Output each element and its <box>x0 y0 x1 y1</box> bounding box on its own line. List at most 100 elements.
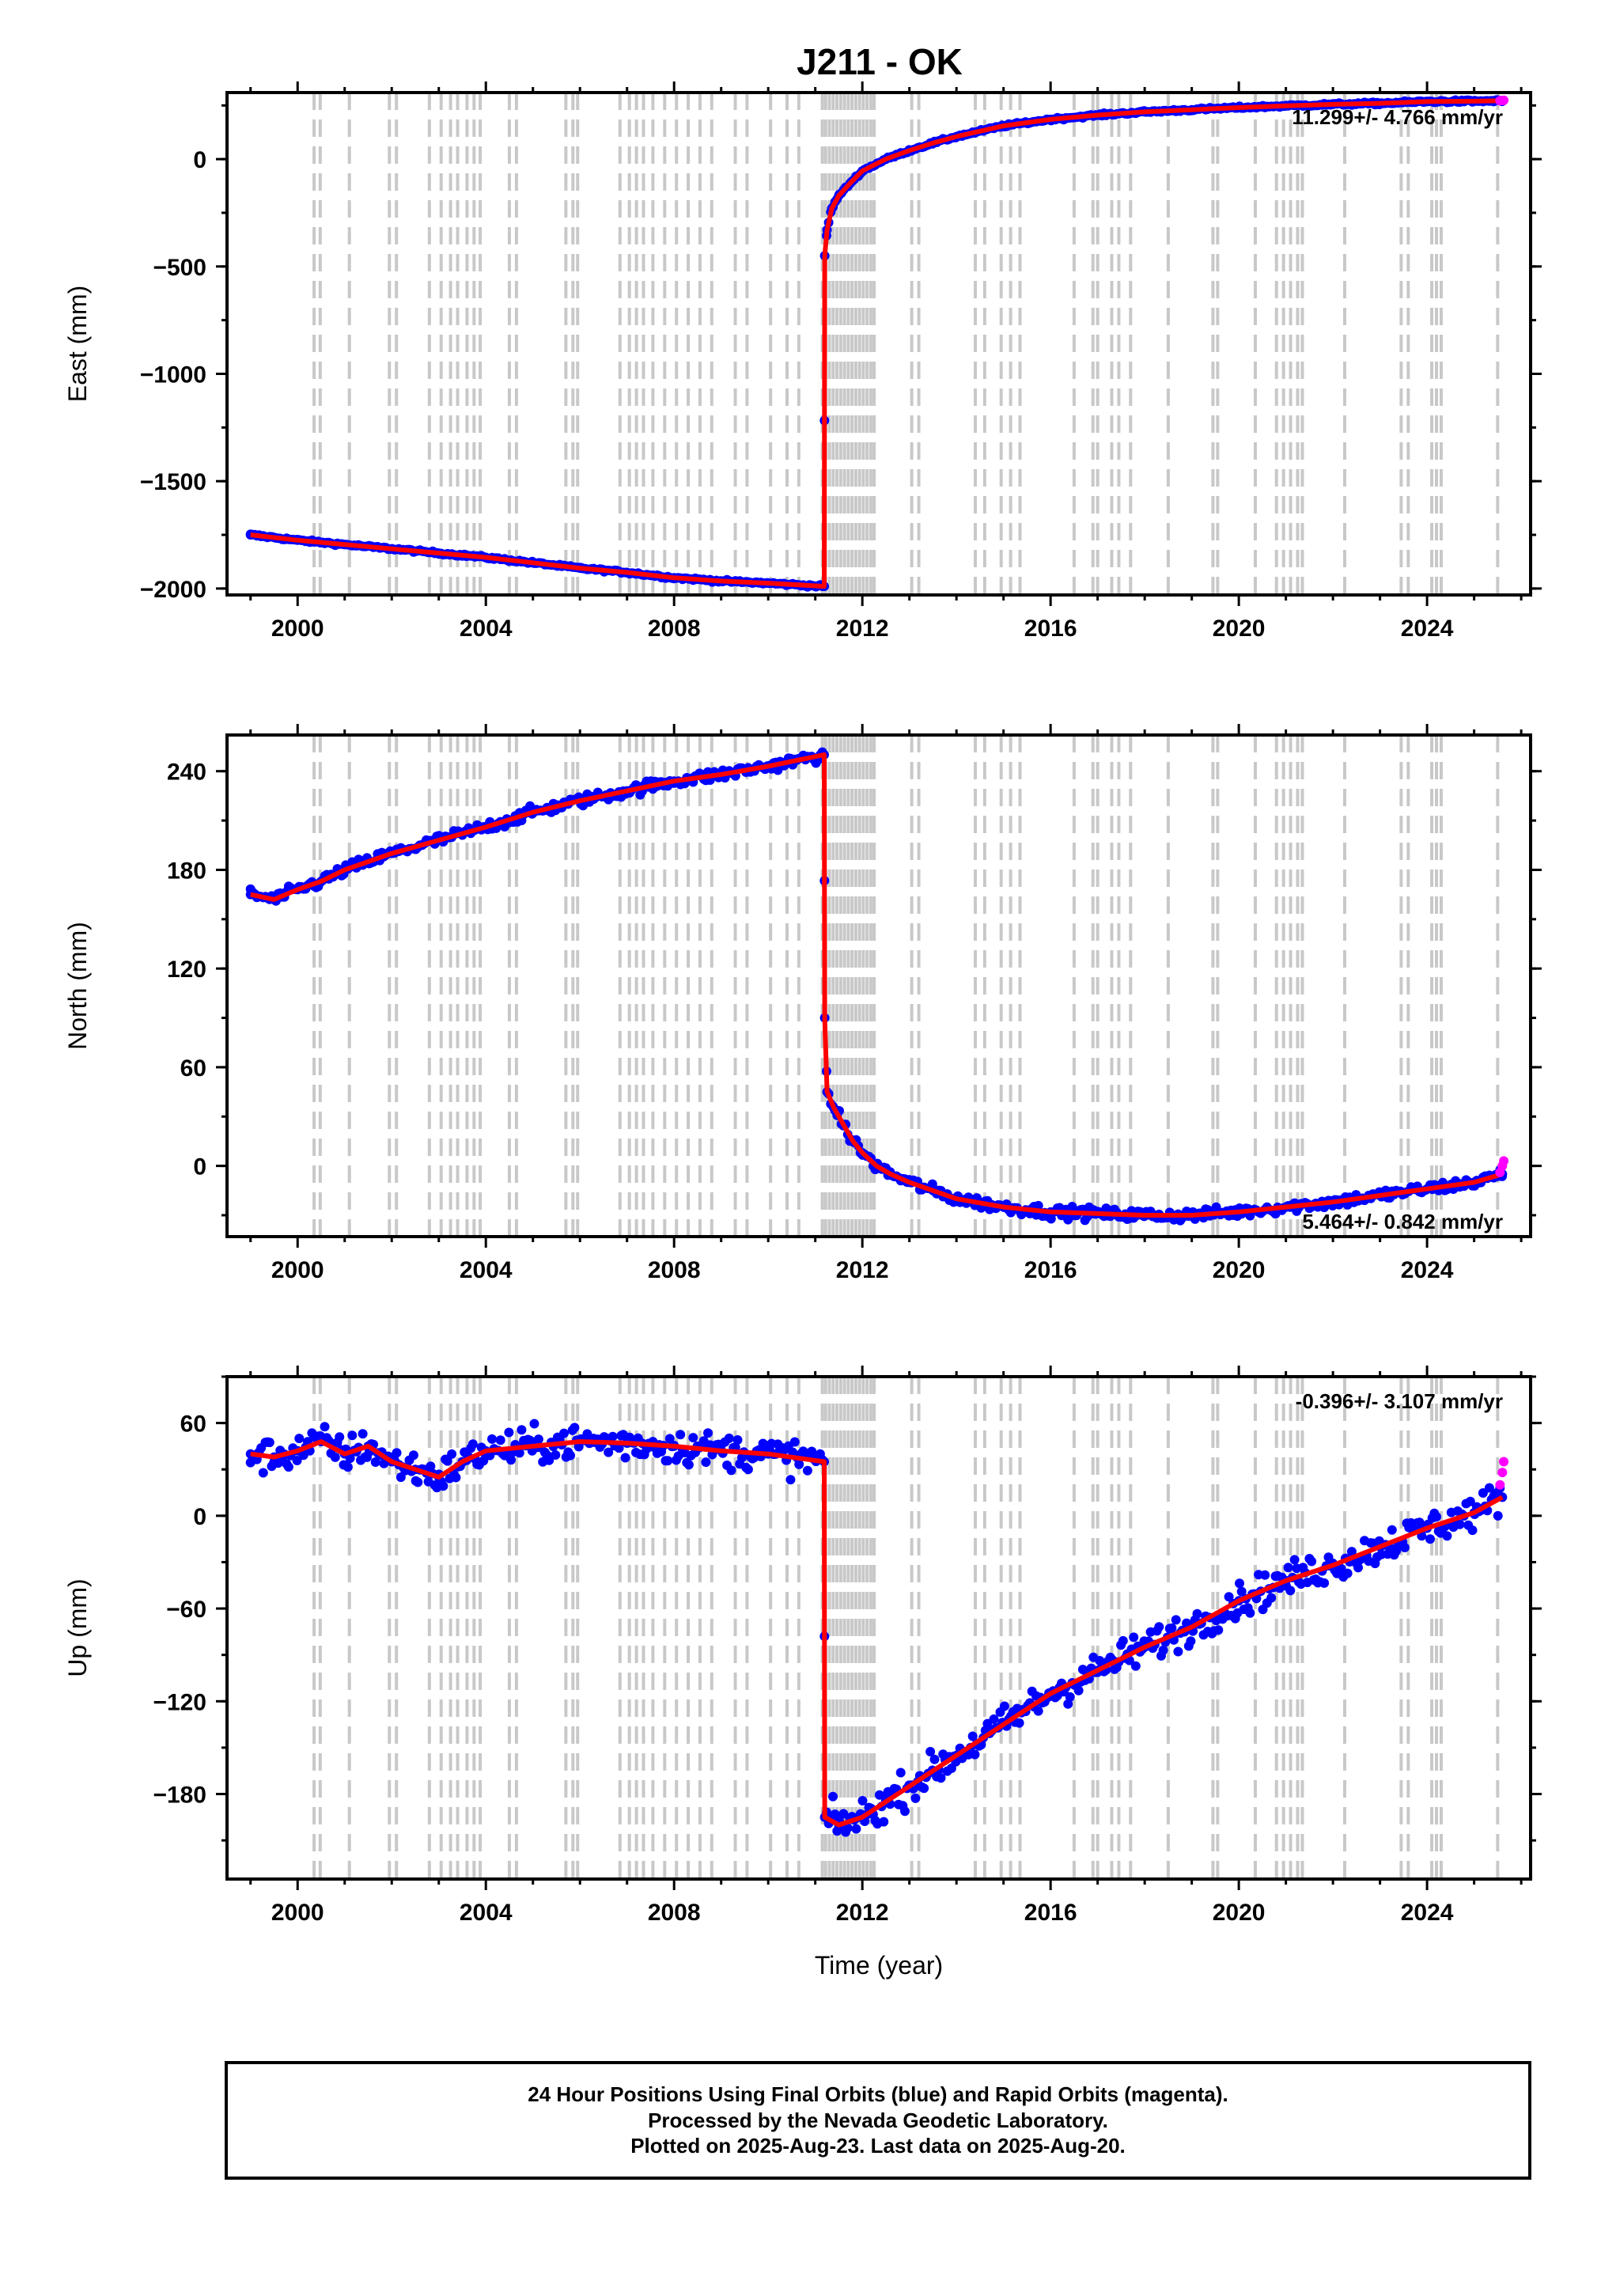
final-point <box>732 1435 743 1445</box>
final-point <box>604 1447 614 1457</box>
final-point <box>506 1455 516 1465</box>
final-point <box>851 1824 861 1834</box>
x-axis-up: 2000 2004 2008 2012 2016 2020 2024 <box>249 1366 1523 1926</box>
x-tick-label: 2008 <box>648 616 701 642</box>
final-point <box>551 1450 561 1460</box>
plot-frame-up <box>225 1375 1532 1881</box>
y-tick-label: −1500 <box>140 469 206 495</box>
final-point <box>392 1448 402 1458</box>
final-point <box>358 1429 368 1439</box>
footer-box: 24 Hour Positions Using Final Orbits (bl… <box>225 2061 1531 2180</box>
final-point <box>570 1423 580 1433</box>
rapid-points-east <box>1495 95 1509 106</box>
rate-label-north: 5.464+/- 0.842 mm/yr <box>1302 1210 1503 1233</box>
data-north <box>245 747 1509 1226</box>
final-point <box>347 1430 358 1441</box>
final-point <box>970 1749 980 1760</box>
final-point <box>967 1731 978 1741</box>
y-tick-label: 60 <box>180 1055 206 1082</box>
rapid-point <box>1499 1457 1509 1467</box>
final-point <box>335 1432 345 1442</box>
final-point <box>320 1422 330 1432</box>
final-point <box>343 1462 353 1472</box>
final-point <box>614 1443 624 1453</box>
final-point <box>1399 1543 1410 1552</box>
plot-frame-north <box>225 733 1532 1238</box>
y-tick-label: −500 <box>153 255 206 281</box>
final-point <box>688 1433 698 1443</box>
rapid-point <box>1499 95 1509 105</box>
x-tick-label: 2008 <box>648 1257 701 1283</box>
final-point <box>1235 1578 1244 1589</box>
rapid-point <box>1497 1468 1508 1478</box>
x-tick-label: 2008 <box>648 1900 701 1926</box>
x-axis-north: 2000 2004 2008 2012 2016 2020 2024 <box>249 724 1523 1283</box>
final-point <box>514 1448 524 1458</box>
final-point <box>1346 1547 1357 1557</box>
y-tick-label: −2000 <box>140 577 206 603</box>
final-point <box>919 1783 929 1794</box>
x-axis-east: 2000 2004 2008 2012 2016 2020 2024 <box>249 81 1523 642</box>
model-line-north <box>250 752 1504 1218</box>
final-point <box>1387 1525 1397 1535</box>
y-axis-label-east: East (mm) <box>63 286 92 403</box>
final-point <box>408 1450 418 1461</box>
final-point <box>683 1460 694 1470</box>
final-point <box>283 1462 293 1472</box>
final-point <box>842 1823 853 1833</box>
final-point <box>1442 1531 1452 1541</box>
final-point <box>999 1701 1009 1711</box>
final-point <box>529 1419 539 1429</box>
final-point <box>487 1434 497 1444</box>
rate-label-east: 11.299+/- 4.766 mm/yr <box>1292 105 1503 129</box>
final-point <box>1167 1623 1177 1633</box>
x-tick-label: 2024 <box>1401 1900 1454 1926</box>
final-point <box>1236 1586 1247 1597</box>
final-point <box>1213 1625 1224 1635</box>
x-tick-label: 2000 <box>271 616 324 642</box>
final-point <box>1130 1661 1141 1671</box>
final-point <box>294 1434 305 1444</box>
final-point <box>447 1449 457 1459</box>
y-tick-label: −1000 <box>140 362 206 388</box>
x-axis-label: Time (year) <box>815 1951 943 1980</box>
final-point <box>789 1437 800 1447</box>
final-point <box>1014 1718 1024 1728</box>
final-point <box>1129 1632 1139 1642</box>
y-tick-label: 0 <box>193 147 206 173</box>
rapid-point <box>1495 1480 1505 1490</box>
y-tick-label: 240 <box>167 760 206 786</box>
final-point <box>426 1461 436 1472</box>
final-point <box>442 1456 452 1466</box>
final-point <box>794 1459 804 1469</box>
panel-east: 2000 2004 2008 2012 2016 2020 2024 −2000 −1500 −1… <box>63 81 1542 642</box>
final-point <box>1173 1646 1183 1657</box>
final-point <box>1493 1510 1503 1521</box>
y-tick-label: 180 <box>167 858 206 884</box>
final-point <box>264 1438 274 1448</box>
final-point <box>724 1433 734 1443</box>
final-point <box>258 1468 268 1478</box>
final-point <box>701 1457 711 1468</box>
x-tick-label: 2012 <box>836 1257 889 1283</box>
x-tick-label: 2012 <box>836 616 889 642</box>
final-point <box>664 1434 675 1444</box>
plot-frame-east <box>225 91 1532 597</box>
final-point <box>929 1754 940 1764</box>
final-point <box>1467 1525 1478 1536</box>
final-point <box>1073 1685 1084 1695</box>
final-point <box>743 1464 753 1475</box>
final-point <box>451 1472 461 1483</box>
event-lines-north <box>312 735 1500 1237</box>
final-points-north <box>245 747 1508 1226</box>
final-point <box>857 1796 868 1805</box>
x-tick-label: 2020 <box>1213 1257 1266 1283</box>
final-point <box>1067 1202 1077 1211</box>
final-point <box>1192 1608 1202 1619</box>
final-point <box>413 1477 423 1487</box>
y-tick-label: −60 <box>166 1597 206 1623</box>
x-tick-label: 2004 <box>460 1900 513 1926</box>
final-point <box>895 1767 906 1778</box>
final-point <box>438 1481 449 1491</box>
x-tick-label: 2016 <box>1024 1900 1077 1926</box>
